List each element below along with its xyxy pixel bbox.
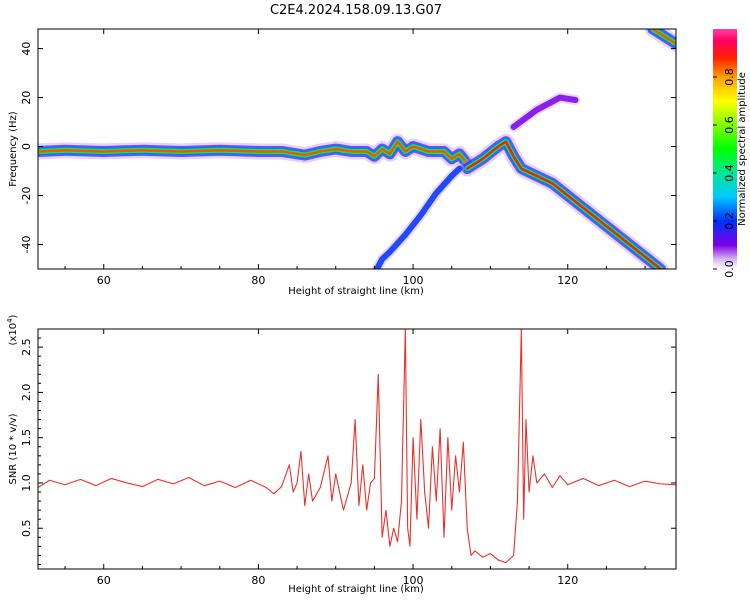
colorbar: 0.0 0.2 0.4 0.6 0.8 Normalized spectral ampl…: [713, 29, 748, 278]
spectrogram-trace-2-layer-4: [651, 29, 676, 45]
colorbar-tick-label: 0.6: [723, 116, 736, 134]
spectrogram-xtick-label: 60: [97, 274, 111, 287]
spectrogram-xlabel: Height of straight line (km): [288, 286, 424, 297]
spectrogram-xtick-label: 80: [251, 274, 265, 287]
spectrogram-trace-0-layer-4: [38, 140, 469, 165]
snr-frame: [37, 328, 677, 570]
spectrogram-ytick-label: 40: [20, 42, 33, 56]
snr-y-multiplier: (x104): [6, 314, 19, 345]
spectrogram-xtick-label: 120: [557, 274, 578, 287]
snr-ytick-label: 1.0: [20, 474, 33, 492]
spectrogram-xtick-label: 100: [403, 274, 424, 287]
spectrogram-traces: [38, 29, 676, 269]
snr-ytick-label: 0.5: [20, 519, 33, 537]
snr-y-multiplier-close: ): [8, 314, 19, 318]
snr-xtick-label: 120: [557, 574, 578, 587]
snr-series-line-0: [38, 329, 676, 564]
colorbar-gradient: [713, 29, 737, 269]
spectrogram-panel: 60 80 100 120 -40 -20 0 20 40 Height of straight…: [8, 28, 677, 297]
snr-panel: 60 80 100 120 0.5 1.0 1.5 2.0 2.5 Height of stra…: [6, 314, 677, 595]
snr-plot-area: [38, 329, 676, 569]
spectrogram-frame: [37, 28, 677, 270]
figure-title: C2E4.2024.158.09.13.G07: [270, 3, 442, 18]
snr-xtick-label: 80: [251, 574, 265, 587]
colorbar-tick-label: 0.0: [723, 260, 736, 278]
snr-xtick-label: 60: [97, 574, 111, 587]
spectrogram-ytick-label: -20: [20, 187, 33, 205]
spectrogram-ytick-label: 20: [20, 91, 33, 105]
colorbar-tick-label: 0.4: [723, 164, 736, 182]
spectrogram-ytick-label: 0: [20, 143, 33, 150]
snr-y-multiplier-exp: 4: [6, 318, 14, 323]
snr-xtick-label: 100: [403, 574, 424, 587]
colorbar-tick-label: 0.2: [723, 212, 736, 230]
snr-series: [38, 329, 676, 564]
snr-xlabel: Height of straight line (km): [288, 584, 424, 595]
snr-ylabel: SNR (10 * v/v): [8, 413, 19, 484]
spectrogram-trace-1-layer-4: [465, 140, 662, 269]
colorbar-label: Normalized spectral amplitude: [737, 72, 748, 226]
snr-ticks: 60 80 100 120 0.5 1.0 1.5 2.0 2.5: [20, 329, 676, 587]
spectrogram-ticks: 60 80 100 120 -40 -20 0 20 40: [20, 29, 676, 287]
spectrogram-trace-3-layer-1: [373, 165, 463, 269]
snr-ytick-label: 1.5: [20, 429, 33, 447]
spectrogram-ylabel: Frequency (Hz): [8, 111, 19, 187]
snr-ytick-label: 2.5: [20, 338, 33, 356]
snr-y-multiplier-base: (x10: [8, 323, 19, 346]
colorbar-tick-label: 0.8: [723, 68, 736, 86]
spectrogram-trace-4-layer-1: [510, 94, 579, 130]
colorbar-ticks: 0.0 0.2 0.4 0.6 0.8: [713, 68, 736, 278]
snr-ytick-label: 2.0: [20, 384, 33, 402]
spectrogram-ytick-label: -40: [20, 236, 33, 254]
